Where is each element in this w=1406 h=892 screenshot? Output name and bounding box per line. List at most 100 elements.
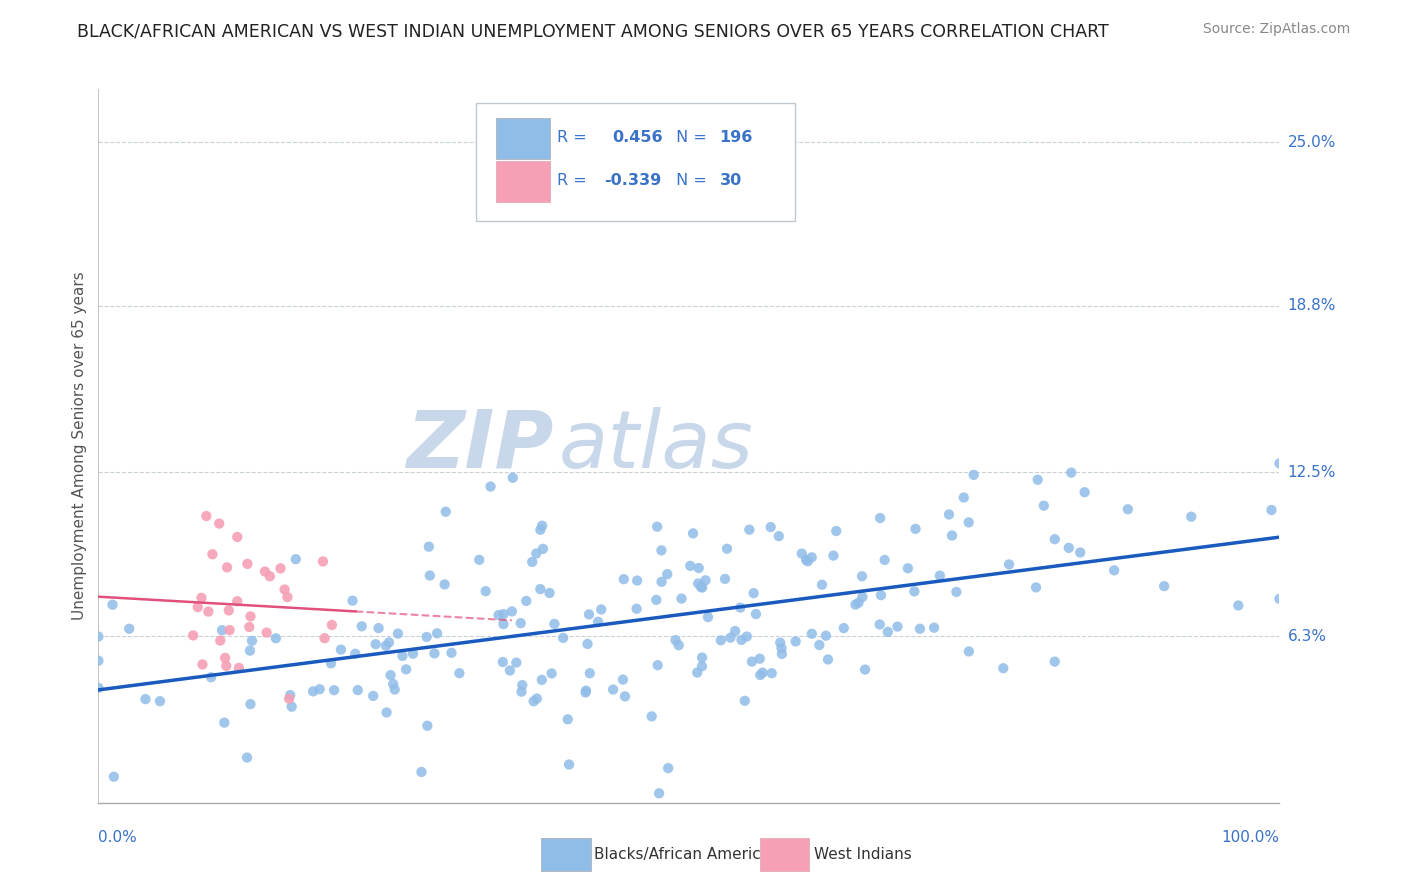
- Point: [1153, 579, 1175, 593]
- Point: [814, 629, 837, 643]
- Point: [952, 491, 974, 505]
- Point: [378, 635, 401, 649]
- Point: [492, 607, 515, 621]
- FancyBboxPatch shape: [496, 161, 550, 202]
- Point: [851, 569, 873, 583]
- Point: [361, 689, 384, 703]
- Point: [553, 631, 575, 645]
- Point: [190, 591, 212, 605]
- Point: [716, 541, 738, 556]
- Point: [540, 666, 562, 681]
- Point: [228, 661, 250, 675]
- Point: [903, 584, 925, 599]
- Point: [87, 630, 110, 644]
- Point: [364, 637, 387, 651]
- Point: [602, 682, 624, 697]
- Point: [853, 663, 876, 677]
- Point: [1032, 499, 1054, 513]
- Point: [724, 624, 747, 638]
- Point: [346, 683, 368, 698]
- Point: [1057, 541, 1080, 555]
- Point: [730, 632, 752, 647]
- Point: [239, 697, 262, 711]
- FancyBboxPatch shape: [541, 838, 591, 871]
- Point: [264, 632, 287, 646]
- Point: [284, 552, 307, 566]
- Point: [817, 652, 839, 666]
- Point: [998, 558, 1021, 572]
- Point: [612, 673, 634, 687]
- Point: [402, 647, 425, 661]
- Text: Source: ZipAtlas.com: Source: ZipAtlas.com: [1202, 22, 1350, 37]
- Point: [710, 633, 733, 648]
- Text: 196: 196: [720, 130, 754, 145]
- Point: [510, 678, 533, 692]
- Point: [240, 633, 263, 648]
- Point: [382, 677, 405, 691]
- Point: [209, 633, 232, 648]
- Text: 30: 30: [720, 173, 742, 188]
- Point: [626, 601, 648, 615]
- Point: [522, 555, 544, 569]
- Point: [350, 619, 373, 633]
- Point: [468, 553, 491, 567]
- Point: [501, 604, 523, 618]
- Point: [897, 561, 920, 575]
- Point: [574, 685, 596, 699]
- Point: [236, 750, 259, 764]
- Point: [214, 715, 236, 730]
- Point: [730, 600, 752, 615]
- Point: [797, 554, 820, 568]
- Point: [873, 553, 896, 567]
- Point: [492, 655, 515, 669]
- Point: [869, 617, 891, 632]
- Point: [848, 596, 870, 610]
- Point: [529, 582, 551, 596]
- Point: [647, 658, 669, 673]
- Point: [876, 624, 898, 639]
- Point: [945, 585, 967, 599]
- Point: [387, 626, 409, 640]
- Point: [648, 786, 671, 800]
- Point: [384, 682, 406, 697]
- Point: [1268, 457, 1291, 471]
- Point: [278, 688, 301, 702]
- Point: [1025, 581, 1047, 595]
- Text: 0.456: 0.456: [612, 130, 662, 145]
- Point: [832, 621, 855, 635]
- Point: [505, 656, 527, 670]
- Point: [941, 528, 963, 542]
- Point: [215, 658, 238, 673]
- Point: [626, 574, 648, 588]
- Text: 6.3%: 6.3%: [1288, 629, 1327, 644]
- Point: [344, 647, 367, 661]
- Point: [492, 617, 515, 632]
- Point: [87, 654, 110, 668]
- Point: [575, 683, 598, 698]
- Point: [735, 630, 758, 644]
- Point: [276, 590, 298, 604]
- Point: [479, 479, 502, 493]
- Point: [742, 586, 765, 600]
- Point: [586, 615, 609, 629]
- Point: [278, 691, 301, 706]
- Point: [613, 572, 636, 586]
- Text: 0.0%: 0.0%: [98, 830, 138, 845]
- Point: [375, 706, 398, 720]
- Point: [768, 529, 790, 543]
- Point: [904, 522, 927, 536]
- Point: [679, 558, 702, 573]
- Point: [499, 664, 522, 678]
- Point: [426, 626, 449, 640]
- Text: ZIP: ZIP: [406, 407, 553, 485]
- Point: [280, 699, 302, 714]
- Point: [800, 550, 823, 565]
- Point: [218, 623, 240, 637]
- Point: [214, 651, 236, 665]
- Point: [149, 694, 172, 708]
- Point: [688, 561, 710, 575]
- Point: [538, 586, 561, 600]
- Point: [187, 600, 209, 615]
- Point: [938, 508, 960, 522]
- Point: [695, 574, 717, 588]
